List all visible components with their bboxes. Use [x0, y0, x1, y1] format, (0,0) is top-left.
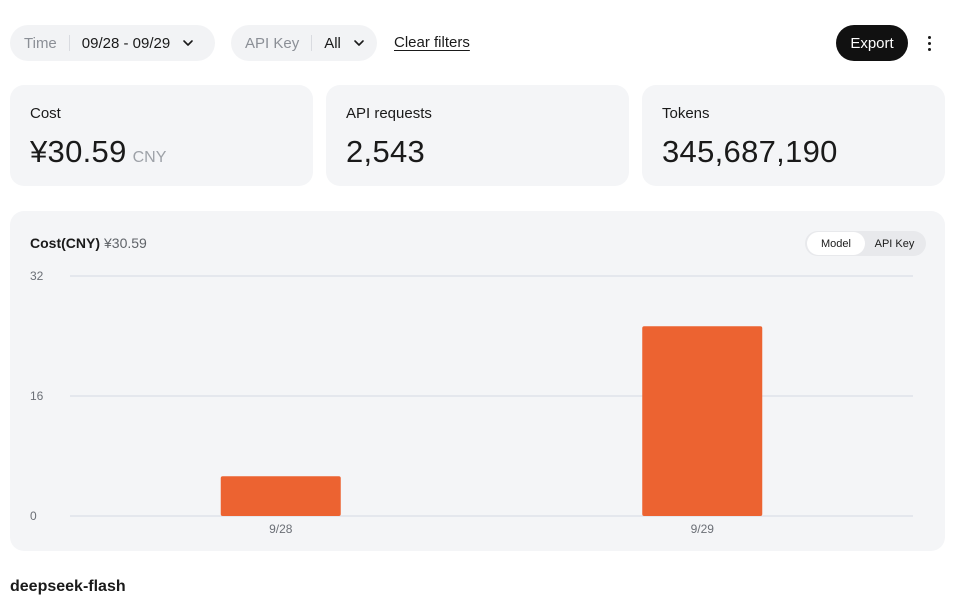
api-requests-card: API requests 2,543	[326, 85, 629, 186]
api-requests-value: 2,543	[346, 134, 426, 169]
time-filter-divider	[68, 35, 70, 51]
toggle-api-key[interactable]: API Key	[874, 237, 915, 250]
cost-card: Cost ¥30.59 CNY	[10, 85, 313, 186]
chevron-down-icon	[183, 40, 193, 46]
more-vertical-icon[interactable]	[919, 31, 939, 55]
cost-chart-panel: 0 16 32 9/28 9/29 Cost(CNY) ¥30.59 Model API …	[10, 211, 945, 551]
tokens-card: Tokens 345,687,190	[642, 85, 945, 186]
api-key-filter-divider	[311, 35, 313, 51]
y-tick-label: 16	[30, 389, 44, 403]
more-dot	[927, 35, 931, 39]
more-dot	[927, 41, 931, 45]
tokens-value: 345,687,190	[662, 134, 838, 169]
cost-value: ¥30.59	[30, 134, 127, 169]
toggle-model[interactable]: Model	[807, 232, 865, 255]
x-tick-label: 9/29	[691, 522, 715, 536]
time-filter-value: 09/28 - 09/29	[81, 34, 171, 52]
chart-total: ¥30.59	[104, 235, 147, 251]
more-dot	[927, 47, 931, 51]
chart-title-text: Cost(CNY)	[30, 235, 100, 251]
bar	[642, 326, 763, 516]
api-key-filter-label: API Key	[245, 34, 300, 52]
model-section-heading: deepseek-flash	[10, 578, 126, 595]
export-button[interactable]: Export	[836, 25, 908, 61]
api-requests-label: API requests	[346, 105, 432, 122]
bar	[220, 476, 341, 516]
chart-title: Cost(CNY) ¥30.59	[30, 235, 147, 251]
clear-filters-link[interactable]: Clear filters	[394, 34, 470, 51]
cost-bar-chart: 0 16 32 9/28 9/29	[30, 269, 913, 536]
y-tick-label: 32	[30, 269, 44, 283]
api-key-filter-value: All	[324, 34, 341, 52]
cost-unit: CNY	[132, 149, 167, 166]
group-by-toggle: Model API Key	[805, 231, 926, 256]
y-tick-label: 0	[30, 509, 37, 523]
chevron-down-icon	[354, 40, 364, 46]
cost-label: Cost	[30, 105, 61, 122]
time-filter[interactable]: Time 09/28 - 09/29	[10, 25, 215, 61]
time-filter-label: Time	[24, 34, 57, 52]
filter-bar: Time 09/28 - 09/29 API Key All Clear fil…	[10, 25, 945, 61]
cost-value-row: ¥30.59 CNY	[30, 134, 293, 170]
tokens-label: Tokens	[662, 105, 710, 122]
x-tick-label: 9/28	[269, 522, 293, 536]
api-key-filter[interactable]: API Key All	[231, 25, 377, 61]
